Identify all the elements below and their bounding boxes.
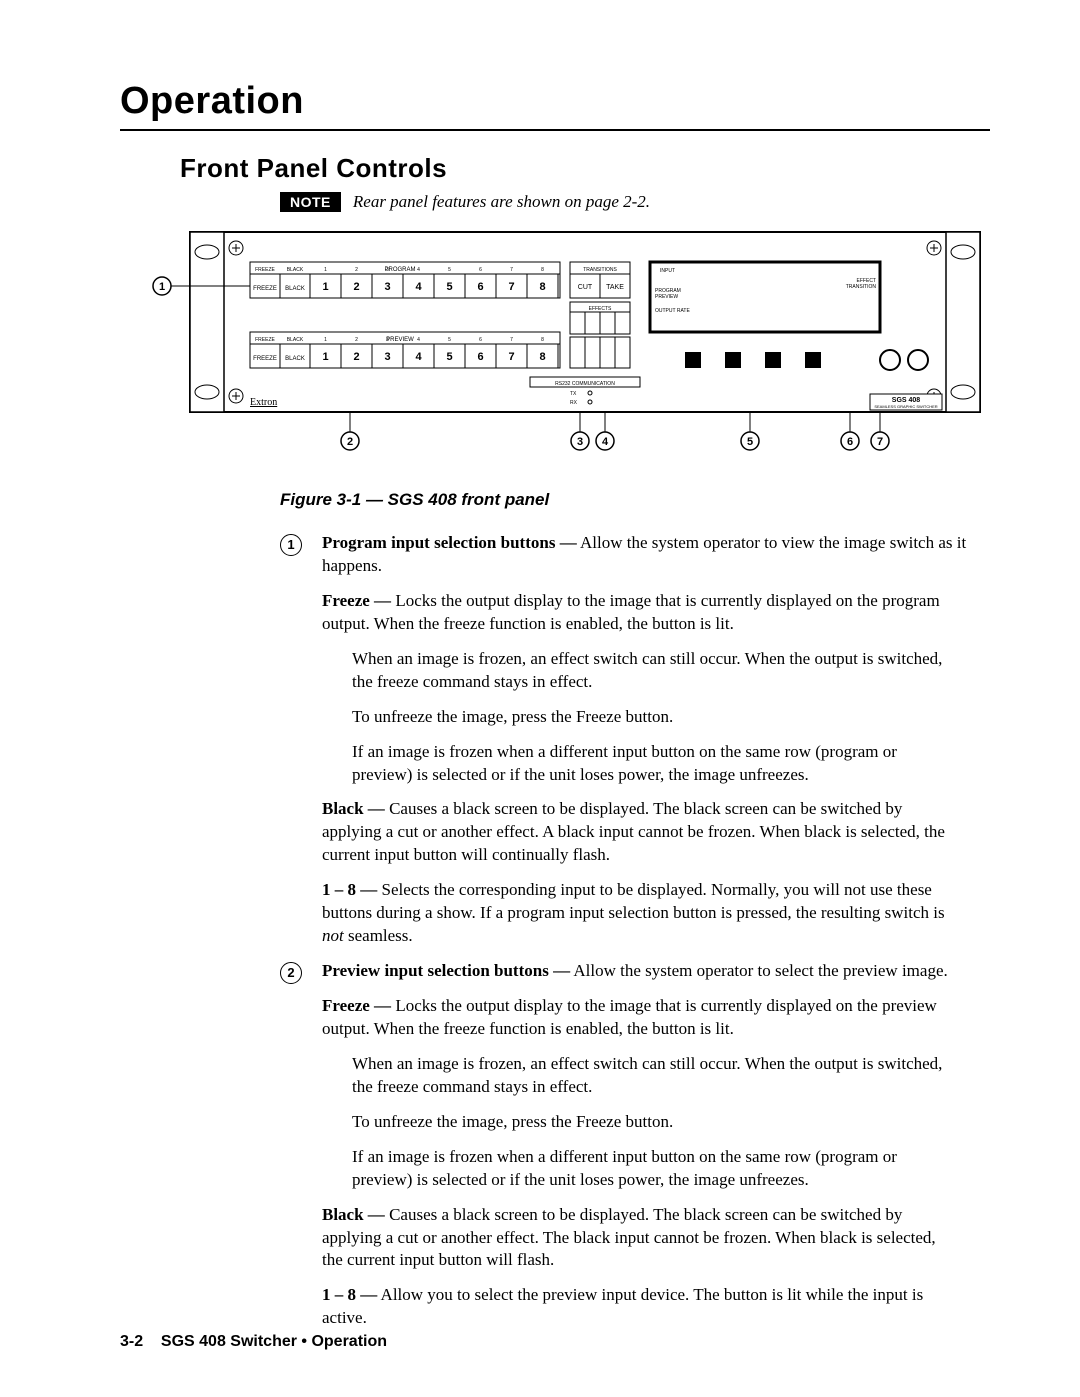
svg-text:7: 7 <box>510 337 513 343</box>
numbered-item: 1 Program input selection buttons — Allo… <box>280 532 990 578</box>
svg-text:EFFECTS: EFFECTS <box>589 306 612 312</box>
footer-page: 3-2 <box>120 1333 143 1350</box>
svg-text:TRANSITIONS: TRANSITIONS <box>583 267 617 273</box>
svg-text:2: 2 <box>355 337 358 343</box>
svg-text:4: 4 <box>417 337 420 343</box>
svg-text:TRANSITION: TRANSITION <box>846 284 877 290</box>
figure-caption: Figure 3-1 — SGS 408 front panel <box>280 490 990 510</box>
svg-text:7: 7 <box>508 351 514 363</box>
svg-text:6: 6 <box>479 267 482 273</box>
svg-text:5: 5 <box>446 351 452 363</box>
svg-text:BLACK: BLACK <box>285 286 305 292</box>
sub-sub-item: If an image is frozen when a different i… <box>352 1146 960 1192</box>
svg-text:5: 5 <box>747 436 753 448</box>
svg-text:4: 4 <box>602 436 609 448</box>
svg-text:BLACK: BLACK <box>287 267 304 273</box>
svg-text:FREEZE: FREEZE <box>255 337 275 343</box>
svg-text:1: 1 <box>159 281 165 293</box>
svg-text:8: 8 <box>541 267 544 273</box>
svg-text:4: 4 <box>415 281 422 293</box>
svg-text:2: 2 <box>353 351 359 363</box>
svg-text:RS232 COMMUNICATION: RS232 COMMUNICATION <box>555 381 615 387</box>
svg-text:6: 6 <box>479 337 482 343</box>
svg-text:FREEZE: FREEZE <box>253 286 277 292</box>
svg-text:8: 8 <box>541 337 544 343</box>
sub-sub-item: When an image is frozen, an effect switc… <box>352 1053 960 1099</box>
svg-text:2: 2 <box>347 436 353 448</box>
svg-text:1: 1 <box>322 351 328 363</box>
svg-text:FREEZE: FREEZE <box>253 356 277 362</box>
svg-text:8: 8 <box>539 351 545 363</box>
svg-text:PREVIEW: PREVIEW <box>655 294 678 300</box>
svg-text:6: 6 <box>477 351 483 363</box>
sub-sub-item: To unfreeze the image, press the Freeze … <box>352 706 960 729</box>
svg-text:SEAMLESS GRAPHIC SWITCHER: SEAMLESS GRAPHIC SWITCHER <box>874 404 937 409</box>
svg-text:PREVIEW: PREVIEW <box>386 337 414 343</box>
sub-item: Freeze — Locks the output display to the… <box>322 590 960 636</box>
callout-number: 1 <box>280 534 302 556</box>
svg-text:SGS 408: SGS 408 <box>892 397 921 404</box>
sub-item: Black — Causes a black screen to be disp… <box>322 1204 960 1273</box>
svg-text:Extron: Extron <box>250 397 277 408</box>
svg-text:OUTPUT RATE: OUTPUT RATE <box>655 308 690 314</box>
section-title: Front Panel Controls <box>180 153 990 184</box>
sub-item: 1 – 8 — Selects the corresponding input … <box>322 879 960 948</box>
svg-text:2: 2 <box>353 281 359 293</box>
note-badge: NOTE <box>280 192 341 212</box>
sub-sub-item: To unfreeze the image, press the Freeze … <box>352 1111 960 1134</box>
svg-text:3: 3 <box>384 281 390 293</box>
footer-doc: SGS 408 Switcher • Operation <box>161 1333 387 1350</box>
note-text: Rear panel features are shown on page 2-… <box>353 192 650 212</box>
svg-text:PROGRAM: PROGRAM <box>384 267 415 273</box>
svg-text:4: 4 <box>417 267 420 273</box>
svg-text:1: 1 <box>322 281 328 293</box>
svg-text:5: 5 <box>446 281 452 293</box>
svg-text:BLACK: BLACK <box>287 337 304 343</box>
svg-text:5: 5 <box>448 337 451 343</box>
callout-number: 2 <box>280 962 302 984</box>
svg-text:CUT: CUT <box>578 284 593 291</box>
svg-text:7: 7 <box>877 436 883 448</box>
svg-text:3: 3 <box>386 337 389 343</box>
svg-text:TAKE: TAKE <box>606 284 624 291</box>
svg-text:INPUT: INPUT <box>660 268 675 274</box>
sub-item: 1 – 8 — Allow you to select the preview … <box>322 1284 960 1330</box>
svg-text:1: 1 <box>324 267 327 273</box>
svg-text:6: 6 <box>477 281 483 293</box>
sub-item: Freeze — Locks the output display to the… <box>322 995 960 1041</box>
svg-text:1: 1 <box>324 337 327 343</box>
note-row: NOTE Rear panel features are shown on pa… <box>280 192 990 212</box>
svg-text:3: 3 <box>386 267 389 273</box>
svg-text:TX: TX <box>570 391 577 397</box>
sub-item: Black — Causes a black screen to be disp… <box>322 798 960 867</box>
svg-text:4: 4 <box>415 351 422 363</box>
svg-text:3: 3 <box>577 436 583 448</box>
diagram-svg: PROGRAM FREEZE FREEZE BLACK BLACK 1 1 2 2 3 3 4 4 5 5… <box>150 222 990 472</box>
chapter-title: Operation <box>120 80 990 131</box>
front-panel-diagram: PROGRAM FREEZE FREEZE BLACK BLACK 1 1 2 2 3 3 4 4 5 5… <box>150 222 990 472</box>
svg-text:6: 6 <box>847 436 853 448</box>
svg-text:FREEZE: FREEZE <box>255 267 275 273</box>
svg-text:8: 8 <box>539 281 545 293</box>
svg-text:BLACK: BLACK <box>285 356 305 362</box>
sub-sub-item: If an image is frozen when a different i… <box>352 741 960 787</box>
svg-text:7: 7 <box>508 281 514 293</box>
svg-text:5: 5 <box>448 267 451 273</box>
svg-text:2: 2 <box>355 267 358 273</box>
numbered-item: 2 Preview input selection buttons — Allo… <box>280 960 990 983</box>
svg-text:7: 7 <box>510 267 513 273</box>
svg-text:RX: RX <box>570 400 578 406</box>
svg-text:3: 3 <box>384 351 390 363</box>
sub-sub-item: When an image is frozen, an effect switc… <box>352 648 960 694</box>
page-footer: 3-2 SGS 408 Switcher • Operation <box>120 1333 387 1351</box>
